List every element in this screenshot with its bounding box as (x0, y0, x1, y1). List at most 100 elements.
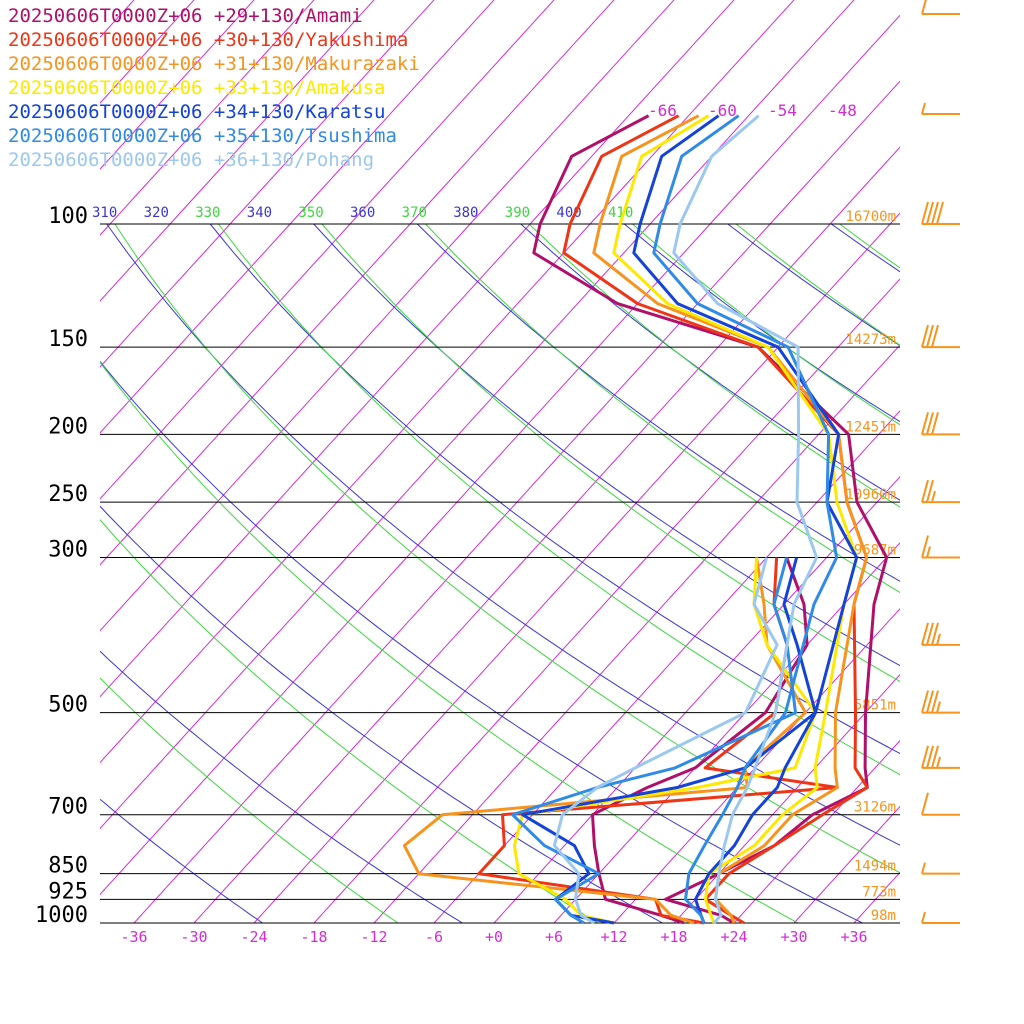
height-label: 9687m (854, 543, 896, 559)
wind-barb-flag (921, 690, 929, 713)
x-tick-label: -24 (240, 928, 267, 946)
wind-barb-flag (931, 622, 939, 646)
wind-barb-half (936, 756, 941, 769)
x-tick-label: +18 (660, 928, 687, 946)
isotherm-line (433, 410, 900, 923)
isotherm-line (853, 871, 900, 923)
wind-barb-flag (921, 324, 929, 348)
moist-adiabat-line (100, 361, 799, 923)
isotherm-line (974, 0, 1024, 923)
height-label: 1494m (854, 859, 896, 875)
dry-adiabat-line (100, 798, 263, 923)
x-tick-label: -36 (120, 928, 147, 946)
pressure-label: 700 (48, 795, 88, 820)
theta-label: 380 (453, 205, 478, 221)
wind-barb-half (926, 546, 931, 558)
pressure-label: 300 (48, 538, 88, 563)
wind-barb-half (936, 701, 941, 713)
theta-label: 370 (402, 205, 427, 221)
wind-barb-flag (926, 412, 934, 435)
wind-barb-flag (921, 479, 929, 503)
isotherm-line (493, 476, 900, 923)
wind-barb-half (936, 633, 941, 646)
wind-barb-flag (931, 324, 939, 348)
wind-barb (921, 479, 960, 504)
theta-label: 330 (195, 205, 220, 221)
isotherm-label: -54 (768, 101, 797, 120)
wind-barb (921, 745, 960, 769)
pressure-label: 925 (48, 879, 88, 904)
wind-barb-flag (936, 201, 944, 225)
temperature-trace-7 (672, 114, 819, 925)
theta-label: 320 (144, 205, 169, 221)
dewpoint-trace-4 (512, 557, 817, 925)
wind-barb-flag (921, 622, 929, 646)
pressure-label: 1000 (35, 903, 88, 928)
x-tick-label: +12 (600, 928, 627, 946)
isotherm-label: -66 (648, 101, 677, 120)
moist-adiabat-line (218, 223, 900, 776)
dewpoint-trace-7 (552, 557, 779, 925)
x-tick-label: -30 (180, 928, 207, 946)
legend-entry: 20250606T0000Z+06 +31+130/Makurazaki (8, 53, 420, 75)
isotherm-line (914, 0, 1024, 923)
dry-adiabat-line (520, 223, 900, 501)
wind-barb (921, 792, 960, 816)
temperature-trace-6 (652, 114, 839, 924)
height-label: 10960m (845, 487, 896, 503)
wind-barb-flag (926, 201, 934, 225)
height-label: 16700m (845, 209, 896, 225)
wind-barb-flag (921, 535, 929, 558)
wind-barb-flag (931, 201, 939, 225)
theta-label: 350 (298, 205, 323, 221)
wind-barb (921, 412, 960, 436)
wind-barb (921, 201, 960, 225)
wind-barb-half (921, 102, 926, 115)
dry-adiabat-line (313, 223, 900, 667)
wind-barb-half (921, 911, 926, 924)
x-tick-label: +0 (485, 928, 503, 946)
x-tick-label: -18 (300, 928, 327, 946)
wind-barb-flag (926, 690, 934, 713)
moist-adiabat-line (321, 223, 900, 683)
wind-barb-flag (931, 690, 939, 713)
theta-label: 310 (92, 205, 117, 221)
wind-barb-flag (926, 479, 934, 503)
isotherm-label: -48 (828, 101, 857, 120)
wind-barb-flag (926, 324, 934, 348)
pressure-label: 100 (48, 204, 88, 229)
isotherm-line (553, 542, 900, 923)
pressure-label: 150 (48, 327, 88, 352)
wind-barb-flag (921, 412, 929, 435)
wind-barb (921, 0, 960, 15)
legend-entry: 20250606T0000Z+06 +30+130/Yakushima (8, 29, 409, 51)
x-tick-label: +24 (720, 928, 747, 946)
pressure-label: 250 (48, 482, 88, 507)
dewpoint-trace-3 (402, 557, 807, 925)
wind-barb (921, 911, 960, 924)
height-label: 12451m (845, 419, 896, 435)
wind-barb (921, 690, 960, 714)
wind-barb-flag (926, 622, 934, 646)
wind-barb-flag (921, 201, 929, 225)
moist-adiabat-line (943, 224, 1024, 923)
isotherm-line (793, 805, 900, 923)
wind-barb-flag (921, 745, 929, 769)
isotherm-line (673, 673, 900, 923)
wind-barb-flag (921, 0, 927, 15)
isotherm-line (733, 739, 900, 923)
legend-entry: 20250606T0000Z+06 +35+130/Tsushima (8, 125, 397, 147)
theta-label: 340 (247, 205, 272, 221)
theta-label: 390 (505, 205, 530, 221)
pressure-label: 500 (48, 693, 88, 718)
x-tick-label: +30 (780, 928, 807, 946)
legend-entry: 20250606T0000Z+06 +34+130/Karatsu (8, 101, 386, 123)
wind-barb-half (921, 862, 926, 874)
pressure-label: 850 (48, 854, 88, 879)
dry-adiabat-line (623, 223, 900, 423)
moist-adiabat-line (100, 519, 599, 923)
height-label: 3126m (854, 800, 896, 816)
legend-entry: 20250606T0000Z+06 +33+130/Amakusa (8, 77, 386, 99)
temperature-trace-5 (632, 114, 859, 924)
